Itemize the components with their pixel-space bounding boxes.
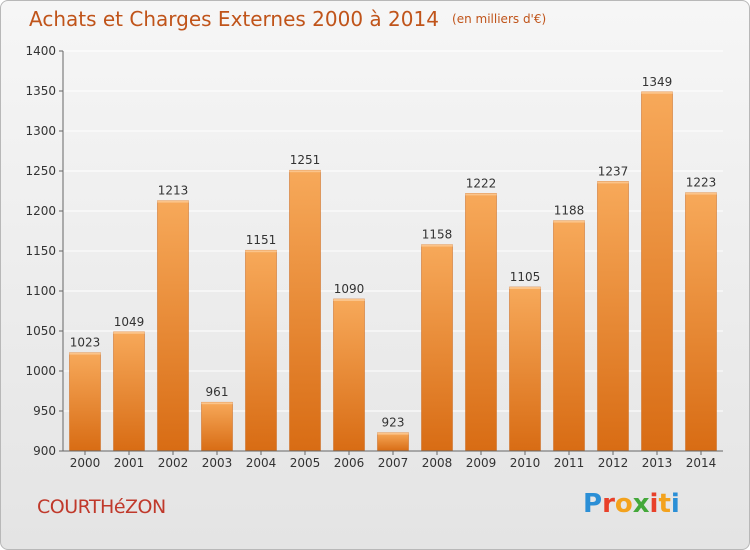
x-tick-label: 2004 <box>246 456 277 470</box>
bar-highlight <box>201 402 233 405</box>
x-tick-label: 2006 <box>334 456 365 470</box>
chart-title-text: Achats et Charges Externes 2000 à 2014 <box>29 7 439 31</box>
bar <box>69 352 101 452</box>
x-tick-label: 2005 <box>290 456 321 470</box>
bar <box>333 298 365 452</box>
bar-highlight <box>685 192 717 195</box>
x-tick-label: 2003 <box>202 456 233 470</box>
chart-title: Achats et Charges Externes 2000 à 2014 (… <box>29 7 546 31</box>
data-label: 961 <box>206 385 229 399</box>
bar-highlight <box>597 181 629 184</box>
x-tick-label: 2008 <box>422 456 453 470</box>
data-label: 923 <box>382 416 405 430</box>
bar-highlight <box>289 170 321 173</box>
bar <box>113 331 145 452</box>
bar-highlight <box>421 244 453 247</box>
bar-highlight <box>69 352 101 355</box>
logo-letter: t <box>658 489 671 519</box>
bar-highlight <box>245 250 277 253</box>
logo-letter: i <box>670 489 680 519</box>
x-tick-label: 2013 <box>642 456 673 470</box>
bar-highlight <box>553 220 585 223</box>
bar <box>245 249 277 452</box>
x-tick-label: 2010 <box>510 456 541 470</box>
bar <box>509 286 541 452</box>
x-tick-label: 2011 <box>554 456 585 470</box>
bar-highlight <box>377 432 409 435</box>
bar <box>465 193 497 452</box>
data-label: 1251 <box>290 153 321 167</box>
x-tick-label: 2001 <box>114 456 145 470</box>
y-tick-label: 1400 <box>25 44 56 58</box>
axes: 900 950 1000 1050 1100 1150 1200 1250 1300 1350 14… <box>25 44 723 470</box>
data-label: 1158 <box>422 228 453 242</box>
bar-highlight <box>641 91 673 94</box>
bar-highlight <box>157 200 189 203</box>
y-tick-label: 1300 <box>25 124 56 138</box>
bar <box>421 244 453 452</box>
y-tick-label: 1200 <box>25 204 56 218</box>
bars <box>69 91 717 452</box>
bar <box>553 220 585 452</box>
data-label: 1237 <box>598 164 629 178</box>
proxiti-logo: Proxiti <box>583 489 680 519</box>
bar-highlight <box>465 193 497 196</box>
bar-highlight <box>113 331 145 334</box>
logo-letter: i <box>649 489 659 519</box>
y-tick-label: 950 <box>33 404 56 418</box>
data-label: 1151 <box>246 233 277 247</box>
x-tick-label: 2009 <box>466 456 497 470</box>
data-label: 1090 <box>334 282 365 296</box>
y-tick-label: 1150 <box>25 244 56 258</box>
bar <box>201 401 233 452</box>
x-tick-label: 2007 <box>378 456 409 470</box>
y-tick-label: 900 <box>33 444 56 458</box>
y-tick-label: 1250 <box>25 164 56 178</box>
y-tick-label: 1100 <box>25 284 56 298</box>
bar <box>377 432 409 452</box>
x-tick-label: 2000 <box>70 456 101 470</box>
logo-letter: o <box>614 489 633 519</box>
x-tick-label: 2002 <box>158 456 189 470</box>
bar-highlight <box>509 287 541 289</box>
bar <box>685 192 717 452</box>
bar <box>157 200 189 452</box>
bar <box>641 91 673 452</box>
bar <box>597 181 629 452</box>
y-tick-label: 1350 <box>25 84 56 98</box>
data-labels: 1023 1049 1213 961 1151 1251 1090 923 1158 1222 11… <box>70 75 717 430</box>
x-tick-label: 2014 <box>686 456 717 470</box>
data-label: 1105 <box>510 270 541 284</box>
y-tick-label: 1050 <box>25 324 56 338</box>
data-label: 1213 <box>158 184 189 198</box>
logo-letter: r <box>602 489 615 519</box>
data-label: 1188 <box>554 204 585 218</box>
data-label: 1223 <box>686 176 717 190</box>
bar <box>289 169 321 452</box>
data-label: 1023 <box>70 336 101 350</box>
chart-unit: (en milliers d'€) <box>452 12 547 26</box>
y-tick-label: 1000 <box>25 364 56 378</box>
bar-highlight <box>333 299 365 301</box>
data-label: 1349 <box>642 75 673 89</box>
data-label: 1222 <box>466 176 497 190</box>
location-name: COURTHéZON <box>37 496 166 518</box>
logo-letter: x <box>632 489 650 519</box>
logo-letter: P <box>583 489 603 519</box>
data-label: 1049 <box>114 315 145 329</box>
x-tick-label: 2012 <box>598 456 629 470</box>
